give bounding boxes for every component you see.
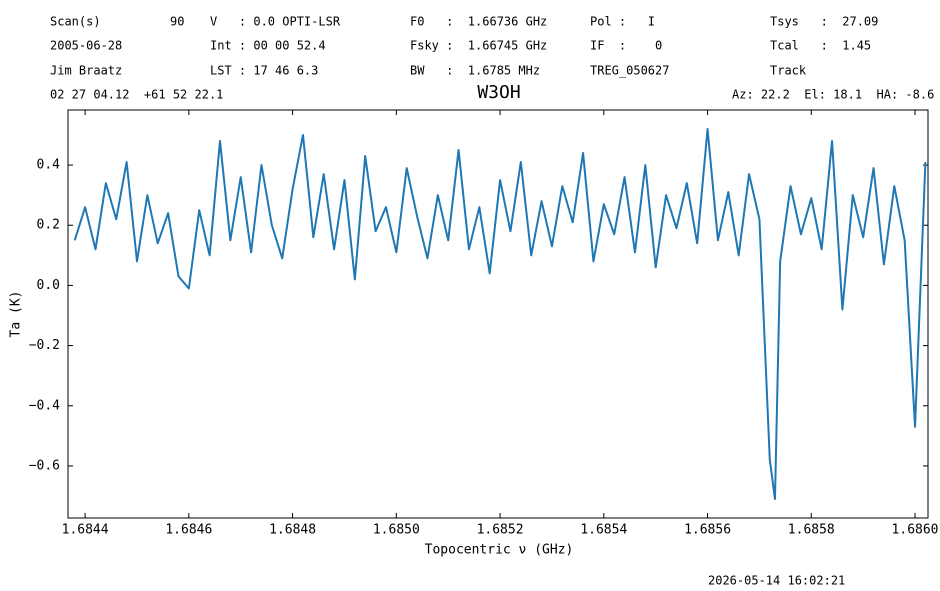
x-tick-label: 1.6844 [62,523,109,538]
header-text: Jim Braatz [50,64,122,78]
x-tick-label: 1.6860 [892,523,939,538]
x-tick-label: 1.6858 [788,523,835,538]
header-text: 02 27 04.12 +61 52 22.1 [50,88,223,102]
header-text: BW : 1.6785 MHz [410,64,540,78]
x-tick-label: 1.6848 [269,523,316,538]
y-tick-label: 0.0 [37,278,60,293]
y-tick-label: −0.6 [29,458,60,473]
header-text: Pol : I [590,15,655,29]
x-axis-label: Topocentric ν (GHz) [425,543,574,558]
header-text: Az: 22.2 El: 18.1 HA: -8.6 [732,88,934,102]
y-tick-label: 0.2 [37,218,60,233]
header-text: TREG_050627 [590,64,669,78]
header-text: 90 [170,15,184,29]
chart-title: W3OH [477,82,520,103]
header-text: 2005-06-28 [50,39,122,53]
header-text: Tsys : 27.09 [770,15,878,29]
y-tick-label: −0.4 [29,398,60,413]
x-tick-label: 1.6852 [477,523,524,538]
x-tick-label: 1.6846 [165,523,212,538]
x-tick-label: 1.6850 [373,523,420,538]
x-tick-label: 1.6856 [684,523,731,538]
y-axis-label: Ta (K) [9,291,24,338]
header-text: V : 0.0 OPTI-LSR [210,15,341,29]
header-text: LST : 17 46 6.3 [210,64,318,78]
header-text: IF : 0 [590,39,662,53]
plot-frame [67,109,929,519]
header-text: Scan(s) [50,15,101,29]
y-tick-label: −0.2 [29,338,60,353]
header-text: Int : 00 00 52.4 [210,39,326,53]
spectrum-line [73,127,927,501]
y-tick-label: 0.4 [37,158,61,173]
header-text: Track [770,64,807,78]
header-text: Fsky : 1.66745 GHz [410,39,547,53]
x-tick-label: 1.6854 [580,523,627,538]
header-text: F0 : 1.66736 GHz [410,15,547,29]
header-text: Tcal : 1.45 [770,39,871,53]
footer-text: 2026-05-14 16:02:21 [708,574,845,588]
